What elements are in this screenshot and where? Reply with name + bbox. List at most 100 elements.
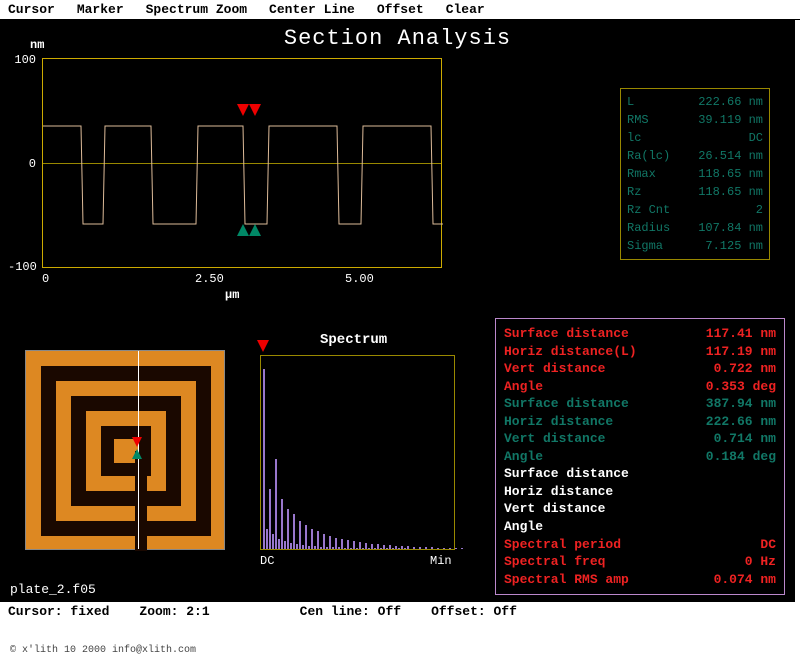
spectrum-bar: [293, 514, 295, 549]
stats-row: L222.66 nm: [627, 93, 763, 111]
profile-chart[interactable]: [42, 58, 442, 268]
status-cenline: Cen line: Off: [300, 604, 401, 619]
measurement-row: Angle0.184 deg: [504, 448, 776, 466]
menu-clear[interactable]: Clear: [446, 2, 485, 17]
spectrum-bar: [377, 544, 379, 549]
measurement-row: Horiz distance222.66 nm: [504, 413, 776, 431]
green-marker-2[interactable]: [249, 224, 261, 236]
spectrum-bar: [275, 459, 277, 549]
x-tick-250: 2.50: [195, 272, 224, 286]
measurement-row: Vert distance: [504, 500, 776, 518]
spectrum-bar: [395, 546, 397, 549]
spectrum-bar: [287, 509, 289, 549]
spectrum-bar: [278, 539, 280, 549]
measurement-row: Spectral periodDC: [504, 536, 776, 554]
green-marker-1[interactable]: [237, 224, 249, 236]
spectrum-bar: [362, 548, 364, 549]
spectrum-bar: [335, 538, 337, 549]
measurement-row: Vert distance0.714 nm: [504, 430, 776, 448]
spectrum-bar: [281, 499, 283, 549]
measurement-row: Angle0.353 deg: [504, 378, 776, 396]
spectrum-bar: [299, 521, 301, 549]
spectrum-bar: [338, 547, 340, 549]
measurements-panel: Surface distance117.41 nmHoriz distance(…: [495, 318, 785, 595]
stats-row: Radius107.84 nm: [627, 219, 763, 237]
spectrum-bar: [272, 534, 274, 549]
measurement-row: Vert distance0.722 nm: [504, 360, 776, 378]
spectrum-bar: [266, 529, 268, 549]
spectrum-bar: [368, 548, 370, 549]
measurement-row: Spectral freq0 Hz: [504, 553, 776, 571]
spectrum-bar: [419, 547, 421, 549]
page-title: Section Analysis: [284, 26, 511, 51]
filename-label: plate_2.f05: [10, 582, 96, 597]
spectrum-bar: [356, 548, 358, 549]
spectrum-bar: [401, 546, 403, 549]
measurement-row: Horiz distance: [504, 483, 776, 501]
spectrum-bar: [350, 548, 352, 549]
afm-marker-green[interactable]: [132, 449, 142, 459]
y-tick-100: 100: [8, 53, 36, 67]
stats-row: Rmax118.65 nm: [627, 165, 763, 183]
status-cursor: Cursor: fixed: [8, 604, 109, 619]
menu-spectrum-zoom[interactable]: Spectrum Zoom: [146, 2, 247, 17]
y-axis-unit: nm: [30, 38, 44, 52]
spectrum-bar: [392, 548, 394, 549]
measurement-row: Surface distance387.94 nm: [504, 395, 776, 413]
menu-bar: Cursor Marker Spectrum Zoom Center Line …: [0, 0, 800, 20]
menu-cursor[interactable]: Cursor: [8, 2, 55, 17]
x-tick-0: 0: [42, 272, 49, 286]
spectrum-bar: [425, 547, 427, 549]
afm-marker-red[interactable]: [132, 437, 142, 447]
menu-marker[interactable]: Marker: [77, 2, 124, 17]
spectrum-bar: [341, 539, 343, 549]
spectrum-bar: [323, 534, 325, 549]
spectrum-bar: [314, 546, 316, 549]
stats-row: Rz Cnt2: [627, 201, 763, 219]
menu-center-line[interactable]: Center Line: [269, 2, 355, 17]
spectrum-bar: [380, 548, 382, 549]
spectrum-bar: [443, 548, 445, 549]
menu-offset[interactable]: Offset: [377, 2, 424, 17]
spectrum-bar: [374, 548, 376, 549]
spectrum-bar: [269, 489, 271, 549]
y-tick-0: 0: [8, 157, 36, 171]
main-area: Section Analysis nm 100 0 -100 0 2.50 5.…: [0, 20, 795, 621]
spectrum-bar: [431, 547, 433, 549]
spectrum-bar: [311, 529, 313, 549]
measurement-row: Horiz distance(L)117.19 nm: [504, 343, 776, 361]
y-tick-neg100: -100: [8, 260, 36, 274]
profile-trace: [43, 126, 443, 224]
afm-image[interactable]: [25, 350, 225, 550]
spectrum-bar: [383, 545, 385, 549]
spectrum-chart[interactable]: [260, 355, 455, 550]
spectrum-bar: [398, 548, 400, 549]
spectrum-bar: [365, 543, 367, 549]
status-zoom: Zoom: 2:1: [139, 604, 209, 619]
spectrum-bar: [320, 547, 322, 549]
spectrum-bar: [404, 548, 406, 549]
spectrum-bar: [326, 547, 328, 549]
status-bar: Cursor: fixed Zoom: 2:1 Cen line: Off Of…: [0, 602, 795, 621]
spectrum-bar: [284, 541, 286, 549]
spectrum-bar: [290, 543, 292, 549]
spectrum-bar: [329, 536, 331, 549]
spectrum-bar: [308, 546, 310, 549]
spectrum-bar: [455, 548, 457, 549]
spectrum-marker[interactable]: [257, 340, 269, 352]
spectrum-bar: [407, 546, 409, 549]
spectrum-title: Spectrum: [320, 332, 387, 348]
spectrum-dc: DC: [260, 554, 274, 568]
footer-text: © x'lith 10 2000 info@xlith.com: [10, 645, 196, 656]
stats-row: Ra(lc)26.514 nm: [627, 147, 763, 165]
spectrum-bar: [353, 541, 355, 549]
spectrum-bar: [305, 525, 307, 549]
spectrum-bar: [461, 548, 463, 549]
spectrum-bar: [302, 545, 304, 549]
stats-row: Sigma7.125 nm: [627, 237, 763, 255]
spectrum-bar: [347, 540, 349, 549]
red-marker-1[interactable]: [237, 104, 249, 116]
spectrum-bar: [344, 548, 346, 549]
spectrum-bar: [413, 547, 415, 549]
red-marker-2[interactable]: [249, 104, 261, 116]
